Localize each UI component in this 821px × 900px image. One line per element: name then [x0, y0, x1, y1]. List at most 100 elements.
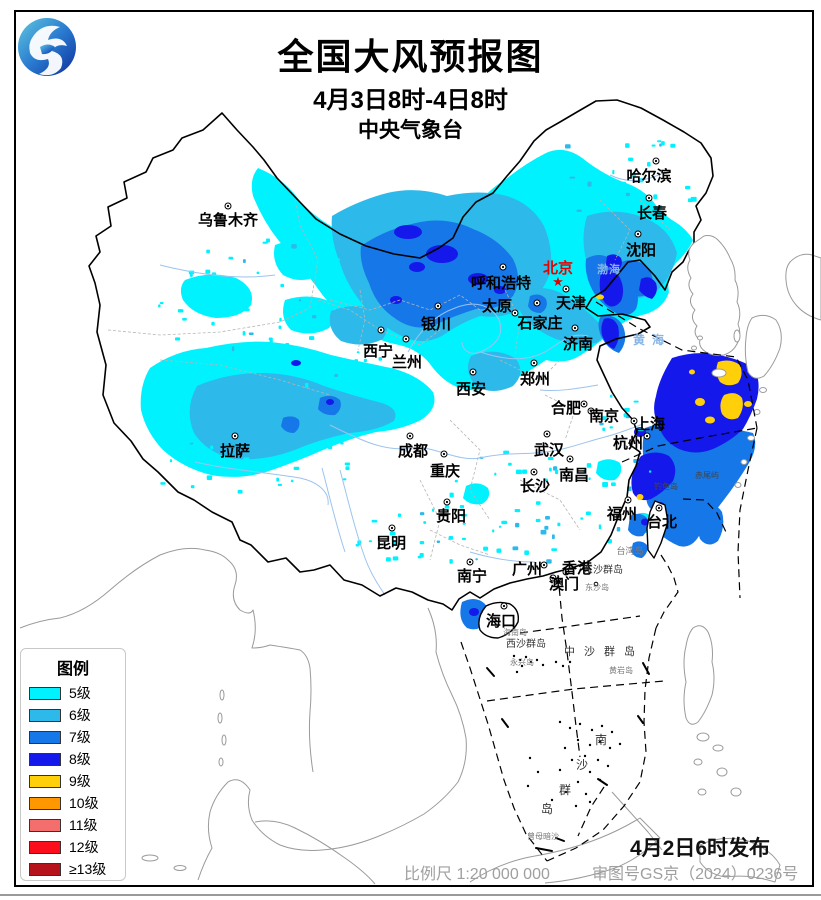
- legend-label: 6级: [69, 707, 91, 723]
- city-dot-center: [471, 370, 475, 374]
- wind-speckle: [475, 558, 478, 561]
- islet-dot: [536, 770, 540, 774]
- agency-name: 中央气象台: [358, 119, 463, 142]
- wind-speckle: [389, 531, 396, 536]
- page-title: 全国大风预报图: [277, 36, 544, 77]
- wind-speckle: [661, 141, 665, 146]
- wind-speckle: [342, 478, 347, 481]
- wind-speckle: [586, 463, 592, 468]
- wind-speckle: [659, 205, 663, 209]
- city-label: 成都: [398, 442, 428, 460]
- islet-dot: [520, 664, 524, 668]
- legend-label: 7级: [69, 729, 91, 745]
- wind-speckle: [524, 550, 529, 555]
- island-label: 东沙岛: [585, 582, 609, 592]
- islet-dot: [598, 740, 602, 744]
- wind-speckle: [613, 184, 617, 189]
- legend-label: 10级: [69, 795, 99, 811]
- wind-speckle: [461, 537, 466, 541]
- islet-dot: [564, 790, 568, 794]
- city-label: 贵阳: [436, 507, 466, 525]
- islet-dot: [535, 658, 539, 662]
- legend-row-11级: 11级: [21, 814, 125, 836]
- islet-dot: [574, 804, 578, 808]
- island-label: 曾母暗沙: [527, 831, 559, 841]
- wind-speckle: [460, 513, 467, 517]
- wind-speckle: [585, 511, 591, 516]
- city-label: 武汉: [534, 441, 565, 459]
- wind-speckle: [210, 445, 214, 450]
- city-label: 上海: [635, 415, 665, 433]
- legend-row-6级: 6级: [21, 704, 125, 726]
- wind-speckle: [565, 168, 571, 173]
- city-dot-center: [445, 500, 449, 504]
- wind-speckle: [158, 304, 161, 308]
- city-dot-center: [532, 470, 536, 474]
- legend-row-≥13级: ≥13级: [21, 858, 125, 880]
- wind-speckle: [553, 466, 558, 471]
- islet-dot: [578, 722, 582, 726]
- legend-swatch: [29, 862, 61, 876]
- city-dot-center: [589, 409, 593, 413]
- legend-row-5级: 5级: [21, 682, 125, 704]
- city-label: 沈阳: [626, 241, 656, 259]
- legend-label: ≥13级: [69, 861, 107, 877]
- wind-speckle: [522, 469, 527, 474]
- wind-speckle: [262, 241, 268, 244]
- legend-label: 9级: [69, 773, 91, 789]
- islet-dot: [563, 746, 567, 750]
- wind-speckle: [355, 544, 360, 547]
- legend-label: 8级: [69, 751, 91, 767]
- wind-speckle: [514, 508, 521, 513]
- islet-dot: [558, 768, 562, 772]
- wind-speckle: [685, 185, 691, 190]
- wind-speckle: [190, 485, 195, 489]
- wind-speckle: [576, 209, 582, 212]
- wind-speckle: [546, 559, 552, 564]
- legend-row-12级: 12级: [21, 836, 125, 858]
- city-dot-center: [551, 576, 555, 580]
- capital-star-icon: ★: [552, 274, 564, 289]
- city-label: 长春: [637, 204, 667, 222]
- wind-speckle: [515, 522, 520, 528]
- wind-speckle: [334, 373, 338, 378]
- approval-number: 审图号GS京（2024）0236号: [592, 866, 799, 883]
- wind-speckle: [244, 308, 250, 312]
- wind-speckle: [633, 400, 639, 403]
- wind-speckle: [304, 382, 309, 388]
- wind-speckle: [351, 368, 356, 372]
- city-dot-center: [564, 287, 568, 291]
- wind-speckle: [462, 522, 466, 525]
- wind-speckle: [160, 482, 166, 485]
- island-label: 群: [559, 783, 571, 797]
- islet-dot: [561, 664, 565, 668]
- city-label: 香港: [562, 559, 593, 577]
- wind-speckle: [285, 342, 290, 347]
- taiwan-island: [646, 500, 669, 559]
- wind-speckle: [690, 196, 697, 202]
- wind-speckle: [670, 143, 676, 148]
- wind-speckle: [253, 351, 257, 355]
- city-dot-center: [564, 570, 568, 574]
- islet-dot: [588, 743, 592, 747]
- wind-speckle: [228, 256, 234, 260]
- city-dot-center: [654, 159, 658, 163]
- city-label: 广州: [512, 560, 542, 578]
- islet-dot: [570, 758, 574, 762]
- island-label: 黄岩岛: [609, 665, 633, 675]
- wind-speckle: [159, 302, 164, 305]
- wind-speckle: [311, 315, 317, 319]
- city-dot-center: [532, 361, 536, 365]
- islet-dot: [515, 670, 519, 674]
- wind-speckle: [544, 525, 549, 530]
- wind-speckle: [354, 359, 359, 363]
- city-label: 南宁: [457, 567, 487, 585]
- capital-label: 北京: [543, 259, 573, 277]
- islet-dot: [528, 756, 532, 760]
- wind-speckle: [359, 371, 365, 377]
- wind-speckle: [601, 416, 607, 421]
- wind-speckle: [211, 321, 215, 326]
- wind-speckle: [557, 522, 561, 527]
- wind-speckle: [270, 338, 273, 343]
- legend-swatch: [29, 708, 61, 722]
